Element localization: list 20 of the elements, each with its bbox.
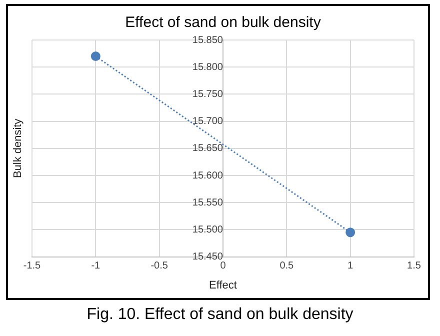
x-tick-label: 0.5 [280, 260, 294, 272]
x-tick-label: 1 [348, 260, 354, 272]
y-tick-label: 15.550 [192, 197, 224, 208]
x-tick-label: 1.5 [407, 260, 422, 272]
x-tick-label: -1.5 [23, 260, 42, 272]
y-axis-title: Bulk density [12, 118, 24, 178]
chart-title: Effect of sand on bulk density [125, 14, 322, 32]
x-tick-label: -1 [91, 260, 101, 272]
caption: Fig. 10. Effect of sand on bulk density [86, 306, 354, 324]
y-tick-label: 15.750 [192, 88, 224, 100]
y-tick-label: 15.800 [192, 62, 224, 73]
y-tick-label: 15.450 [192, 252, 224, 263]
y-tick-label: 15.600 [192, 170, 224, 182]
x-tick-label: -0.5 [150, 260, 168, 272]
x-axis-title: Effect [209, 279, 237, 292]
y-tick-label: 15.700 [192, 116, 224, 128]
y-tick-label: 15.650 [192, 143, 224, 154]
y-tick-label: 15.500 [192, 224, 224, 236]
x-tick-label: 0 [220, 260, 226, 272]
y-tick-label: 15.850 [192, 34, 224, 46]
